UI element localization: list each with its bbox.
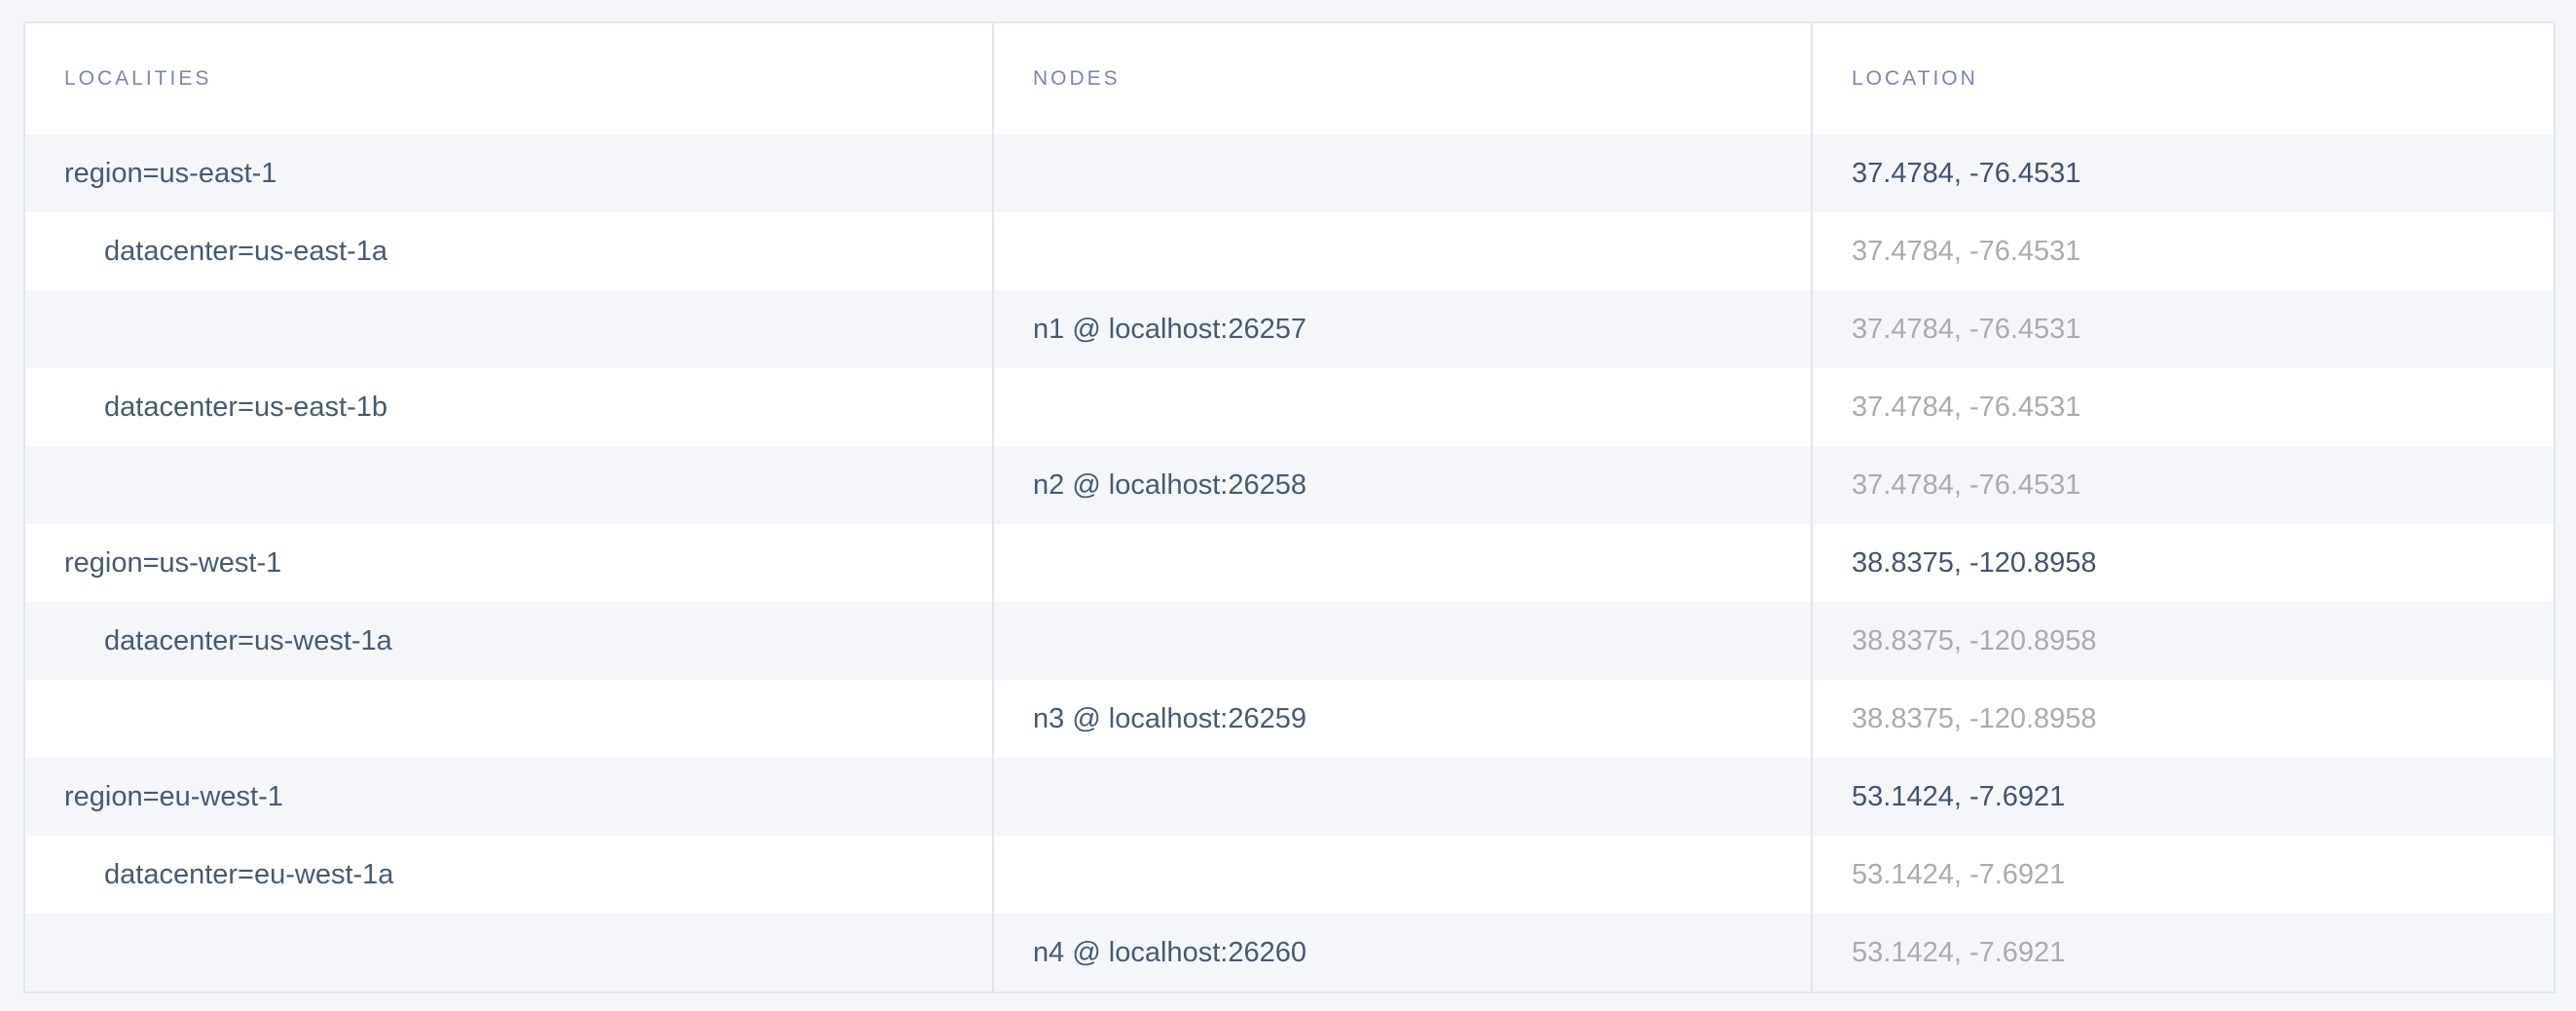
location-cell: 38.8375, -120.8958 [1811, 602, 2554, 680]
node-cell [992, 368, 1811, 446]
location-value: 53.1424, -7.6921 [1852, 858, 2066, 890]
column-header-nodes: NODES [992, 23, 1811, 134]
locality-cell: region=eu-west-1 [25, 758, 992, 836]
location-cell: 53.1424, -7.6921 [1811, 758, 2554, 836]
location-value: 37.4784, -76.4531 [1852, 157, 2081, 189]
table-row: n1 @ localhost:26257 37.4784, -76.4531 [25, 290, 2554, 368]
node-cell [992, 758, 1811, 836]
node-value: n2 @ localhost:26258 [1033, 468, 1306, 501]
location-cell: 53.1424, -7.6921 [1811, 914, 2554, 992]
locality-value: datacenter=us-east-1a [104, 235, 387, 267]
node-cell: n3 @ localhost:26259 [992, 680, 1811, 758]
location-value: 37.4784, -76.4531 [1852, 313, 2081, 345]
location-cell: 38.8375, -120.8958 [1811, 680, 2554, 758]
table-header-row: LOCALITIES NODES LOCATION [25, 23, 2554, 134]
table-row: n3 @ localhost:26259 38.8375, -120.8958 [25, 680, 2554, 758]
localities-table: LOCALITIES NODES LOCATION region=us-east… [23, 21, 2556, 993]
location-cell: 37.4784, -76.4531 [1811, 368, 2554, 446]
location-cell: 53.1424, -7.6921 [1811, 836, 2554, 914]
locality-cell [25, 914, 992, 992]
location-value: 38.8375, -120.8958 [1852, 624, 2097, 656]
location-value: 53.1424, -7.6921 [1852, 936, 2066, 968]
location-value: 38.8375, -120.8958 [1852, 702, 2097, 734]
locality-value: datacenter=us-west-1a [104, 624, 392, 656]
node-cell [992, 134, 1811, 212]
location-value: 38.8375, -120.8958 [1852, 546, 2097, 579]
column-header-localities-label: LOCALITIES [64, 67, 212, 90]
location-cell: 38.8375, -120.8958 [1811, 524, 2554, 602]
node-cell: n1 @ localhost:26257 [992, 290, 1811, 368]
node-cell [992, 212, 1811, 290]
table-row: n2 @ localhost:26258 37.4784, -76.4531 [25, 446, 2554, 524]
locality-cell [25, 446, 992, 524]
node-cell [992, 836, 1811, 914]
node-value: n1 @ localhost:26257 [1033, 313, 1306, 345]
locality-cell: region=us-east-1 [25, 134, 992, 212]
locality-value: datacenter=eu-west-1a [104, 858, 394, 890]
locality-cell: region=us-west-1 [25, 524, 992, 602]
column-header-location: LOCATION [1811, 23, 2554, 134]
table-row: datacenter=us-east-1b 37.4784, -76.4531 [25, 368, 2554, 446]
node-cell [992, 524, 1811, 602]
location-value: 37.4784, -76.4531 [1852, 391, 2081, 423]
locality-cell: datacenter=us-east-1b [25, 368, 992, 446]
table-row: region=us-west-1 38.8375, -120.8958 [25, 524, 2554, 602]
node-value: n4 @ localhost:26260 [1033, 936, 1306, 968]
location-value: 37.4784, -76.4531 [1852, 235, 2081, 267]
locality-cell [25, 290, 992, 368]
location-value: 37.4784, -76.4531 [1852, 468, 2081, 501]
location-cell: 37.4784, -76.4531 [1811, 290, 2554, 368]
node-cell: n2 @ localhost:26258 [992, 446, 1811, 524]
location-cell: 37.4784, -76.4531 [1811, 212, 2554, 290]
table-row: datacenter=eu-west-1a 53.1424, -7.6921 [25, 836, 2554, 914]
location-cell: 37.4784, -76.4531 [1811, 134, 2554, 212]
locality-value: datacenter=us-east-1b [104, 391, 387, 423]
locality-value: region=us-west-1 [64, 546, 282, 579]
table-row: region=eu-west-1 53.1424, -7.6921 [25, 758, 2554, 836]
table-body: region=us-east-1 37.4784, -76.4531 datac… [25, 134, 2554, 992]
column-header-localities: LOCALITIES [25, 23, 992, 134]
node-cell: n4 @ localhost:26260 [992, 914, 1811, 992]
column-header-location-label: LOCATION [1852, 67, 1978, 90]
table-row: datacenter=us-east-1a 37.4784, -76.4531 [25, 212, 2554, 290]
node-value: n3 @ localhost:26259 [1033, 702, 1306, 734]
location-value: 53.1424, -7.6921 [1852, 780, 2066, 812]
node-cell [992, 602, 1811, 680]
column-header-nodes-label: NODES [1033, 67, 1121, 90]
locality-cell: datacenter=eu-west-1a [25, 836, 992, 914]
locality-cell: datacenter=us-east-1a [25, 212, 992, 290]
table-row: n4 @ localhost:26260 53.1424, -7.6921 [25, 914, 2554, 992]
locality-cell [25, 680, 992, 758]
locality-cell: datacenter=us-west-1a [25, 602, 992, 680]
locality-value: region=eu-west-1 [64, 780, 283, 812]
table-row: datacenter=us-west-1a 38.8375, -120.8958 [25, 602, 2554, 680]
table-row: region=us-east-1 37.4784, -76.4531 [25, 134, 2554, 212]
location-cell: 37.4784, -76.4531 [1811, 446, 2554, 524]
locality-value: region=us-east-1 [64, 157, 277, 189]
